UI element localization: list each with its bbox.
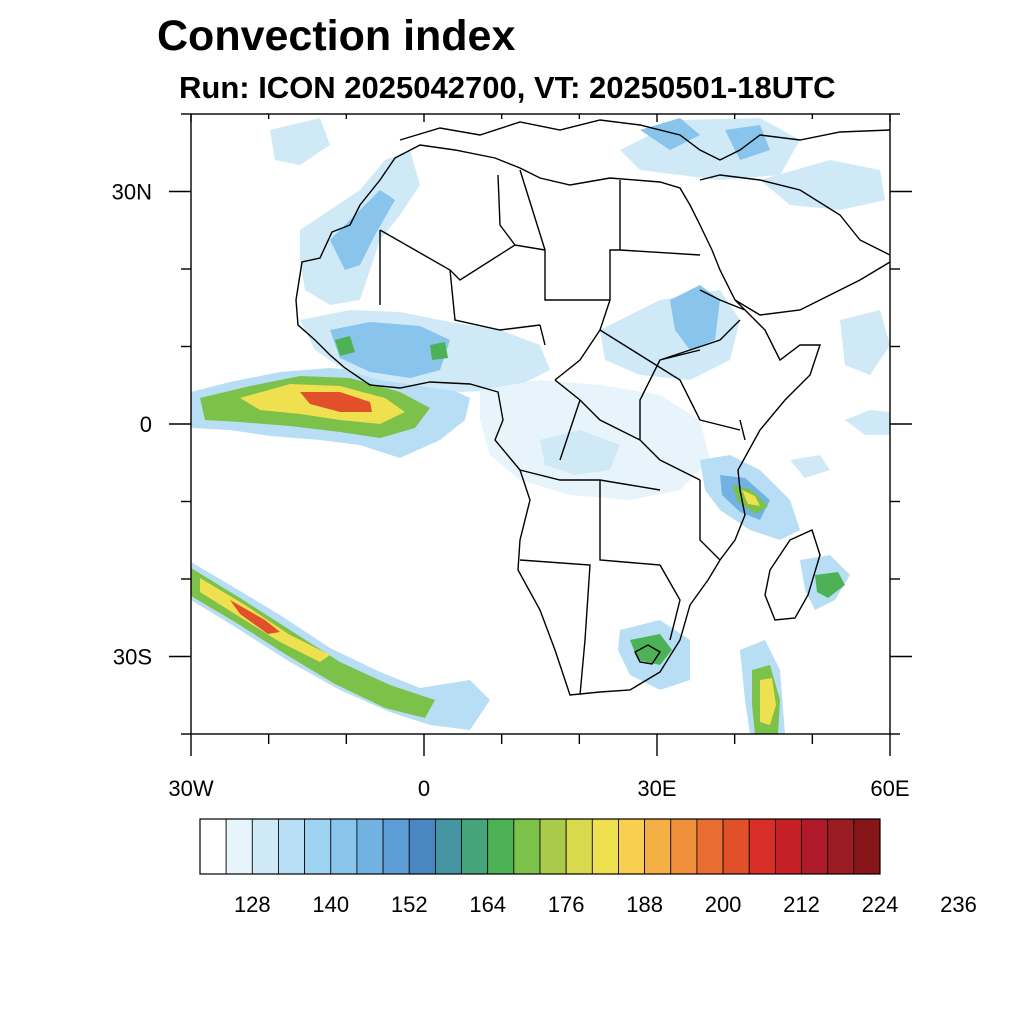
latitude-ticks: 30N 0 30S [112, 113, 912, 735]
convection-area-south-atlantic [191, 568, 435, 718]
lon-tick-label: 30E [637, 776, 676, 801]
colorbar-swatch [618, 818, 646, 875]
convection-area-east-africa [742, 490, 760, 506]
colorbar-swatch [278, 818, 306, 875]
convection-area-equatorial-atlantic [300, 392, 372, 412]
convection-area-arabia [760, 160, 885, 210]
colorbar-swatch [251, 818, 279, 875]
coastline-madagascar [764, 529, 821, 621]
colorbar-swatch [225, 818, 253, 875]
colorbar-label: 188 [626, 892, 663, 917]
colorbar-swatch [748, 818, 776, 875]
convection-area-middle-east [640, 118, 700, 150]
convection-field [191, 118, 890, 734]
colorbar-swatch [591, 818, 619, 875]
convection-area-mediterranean [270, 118, 330, 165]
colorbar-swatch [382, 818, 410, 875]
coastline-africa [295, 144, 821, 696]
lat-tick-label: 30N [112, 180, 152, 205]
colorbar-swatch [774, 818, 802, 875]
colorbar-swatch [304, 818, 332, 875]
colorbar-label: 128 [234, 892, 271, 917]
lat-tick-label: 0 [140, 412, 152, 437]
colorbar-swatch [434, 818, 462, 875]
colorbar-swatch [696, 818, 724, 875]
colorbar-swatch [722, 818, 750, 875]
colorbar-swatch [539, 818, 567, 875]
country-border-lines [379, 169, 746, 696]
colorbar-label: 200 [705, 892, 742, 917]
convection-area-nw-africa [330, 190, 395, 270]
colorbar-swatch [565, 818, 593, 875]
colorbar-swatch [199, 818, 227, 875]
colorbar-swatch [408, 818, 436, 875]
colorbar-swatch [461, 818, 489, 875]
colorbar-label: 176 [548, 892, 585, 917]
convection-area-west-africa [335, 336, 355, 356]
map-panel: 30W 0 30E 60E 30N 0 30S [112, 113, 912, 801]
convection-area-south-atlantic [230, 600, 280, 634]
colorbar-swatch [853, 818, 881, 875]
colorbar-swatch [670, 818, 698, 875]
convection-area-southwest-indian [760, 678, 776, 725]
longitude-ticks: 30W 0 30E 60E [168, 114, 910, 801]
coastline-mediterranean [399, 119, 890, 161]
lon-tick-label: 0 [418, 776, 430, 801]
convection-area-west-africa [430, 342, 448, 360]
map-title: Convection index [157, 12, 516, 60]
lat-tick-label: 30S [113, 645, 152, 670]
colorbar-label: 224 [862, 892, 899, 917]
convection-area-south-atlantic [191, 562, 490, 730]
convection-area-west-africa [330, 322, 450, 378]
colorbar-label: 140 [312, 892, 349, 917]
convection-area-arabia [840, 310, 890, 375]
colorbar-swatch [487, 818, 515, 875]
colorbar-swatch [356, 818, 384, 875]
lon-tick-label: 60E [870, 776, 909, 801]
coastline-arabia [699, 174, 890, 316]
colorbar-frame [199, 818, 881, 875]
colorbar-swatch [827, 818, 855, 875]
colorbar-label: 212 [783, 892, 820, 917]
colorbar-swatch [644, 818, 672, 875]
lon-tick-label: 30W [168, 776, 213, 801]
convection-area-indian-ocean [790, 455, 830, 478]
colorbar-swatch [801, 818, 829, 875]
convection-area-ethiopia [670, 285, 720, 350]
colorbar-label: 236 [940, 892, 977, 917]
country-borders [295, 119, 890, 696]
colorbar-swatch [513, 818, 541, 875]
colorbar-label: 164 [469, 892, 506, 917]
convection-area-indian-ocean [845, 410, 890, 435]
convection-area-southern-africa [630, 634, 672, 665]
colorbar: 128 140 152 164 176 188 200 212 224 236 [199, 818, 977, 917]
lesotho-border [634, 644, 661, 665]
convection-area-central-africa [540, 430, 620, 475]
map-subtitle: Run: ICON 2025042700, VT: 20250501-18UTC [179, 70, 836, 105]
convection-area-indian-ocean [815, 572, 845, 598]
colorbar-label: 152 [391, 892, 428, 917]
colorbar-swatch [330, 818, 358, 875]
